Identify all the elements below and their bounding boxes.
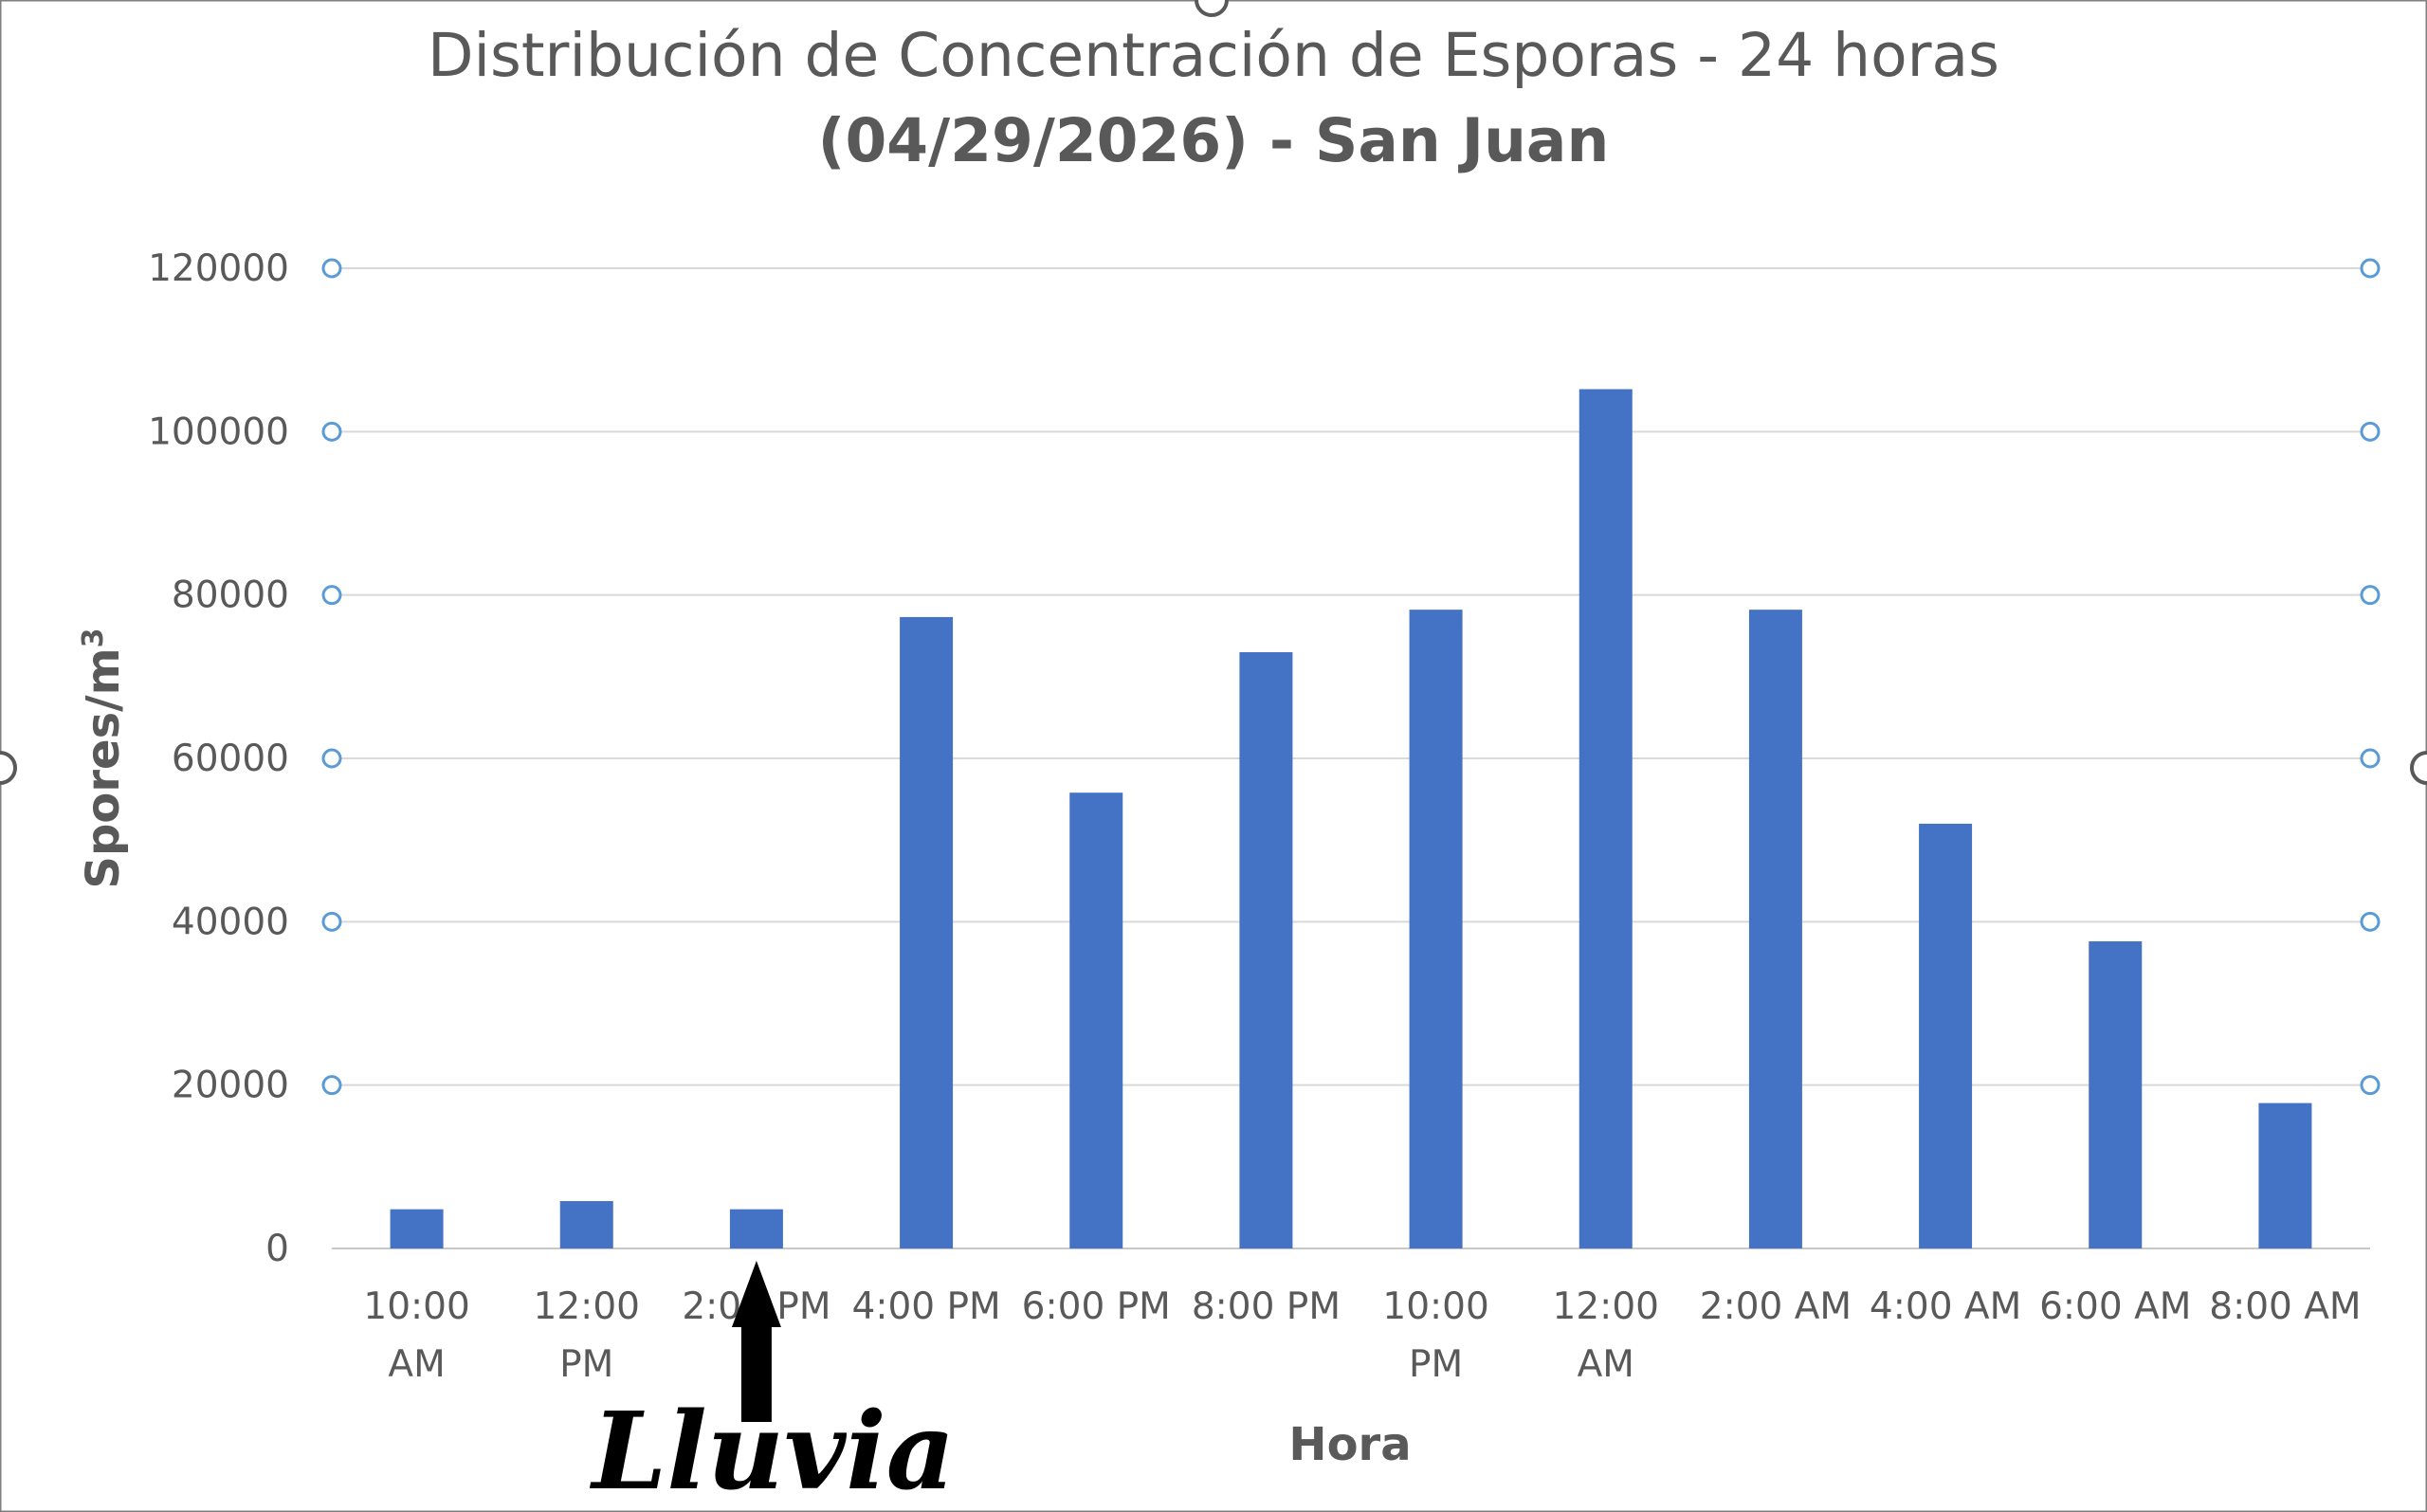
bar xyxy=(2089,941,2143,1248)
rain-annotation: Lluvia xyxy=(589,1261,955,1512)
y-axis-title: Spores/m3 xyxy=(77,628,131,888)
bar xyxy=(900,616,954,1248)
resize-handle[interactable] xyxy=(0,751,17,785)
y-tick-label: 80000 xyxy=(172,574,289,617)
bar xyxy=(1069,792,1123,1248)
gridline-handle-right[interactable] xyxy=(2360,748,2381,769)
chart-subtitle: (04/29/2026) - San Juan xyxy=(817,106,1610,175)
bar xyxy=(390,1209,444,1248)
y-tick-label: 120000 xyxy=(148,247,289,290)
x-tick-label: 8:00 AM xyxy=(2209,1285,2361,1328)
x-tick-label: 8:00 PM xyxy=(1192,1285,1341,1328)
x-tick-label: 2:00 AM xyxy=(1700,1285,1852,1328)
bar xyxy=(559,1201,613,1248)
y-axis-title-exponent: 3 xyxy=(77,628,110,647)
x-tick-label: 4:00 AM xyxy=(1870,1285,2021,1328)
annotation-label: Lluvia xyxy=(589,1390,955,1512)
gridlines xyxy=(332,267,2370,1249)
x-tick-label: 6:00 PM xyxy=(1022,1285,1171,1328)
y-tick-label: 60000 xyxy=(172,738,289,780)
gridline-handle-right[interactable] xyxy=(2360,585,2381,606)
bar xyxy=(1239,651,1293,1248)
y-tick-label: 0 xyxy=(265,1228,289,1270)
bar xyxy=(1409,610,1463,1248)
bar xyxy=(1578,389,1633,1248)
x-tick-label: 12:00 AM xyxy=(1553,1285,1659,1386)
bar xyxy=(729,1209,783,1248)
gridline-handle-right[interactable] xyxy=(2360,258,2381,279)
resize-handle[interactable] xyxy=(2410,751,2427,785)
gridline-handle-right[interactable] xyxy=(2360,1075,2381,1096)
gridline-handle-left[interactable] xyxy=(321,421,342,442)
x-tick-label: 10:00 PM xyxy=(1382,1285,1488,1386)
annotation-arrow xyxy=(740,1313,772,1422)
y-tick-label: 20000 xyxy=(172,1065,289,1107)
gridline-handle-right[interactable] xyxy=(2360,421,2381,442)
x-tick-label: 6:00 AM xyxy=(2039,1285,2191,1328)
gridline-handle-left[interactable] xyxy=(321,1075,342,1096)
x-tick-label: 10:00 AM xyxy=(363,1285,469,1386)
y-tick-label: 100000 xyxy=(148,410,289,453)
gridline-handle-left[interactable] xyxy=(321,258,342,279)
gridline-selection-handles[interactable] xyxy=(321,258,2381,1096)
x-tick-label: 12:00 PM xyxy=(534,1285,640,1386)
annotation-arrow-head xyxy=(731,1261,781,1327)
resize-handle[interactable] xyxy=(1195,0,1229,17)
gridline-handle-left[interactable] xyxy=(321,748,342,769)
gridline-handle-left[interactable] xyxy=(321,585,342,606)
bars xyxy=(390,389,2312,1248)
y-axis-ticks: 0 20000 40000 60000 80000 100000 120000 xyxy=(148,247,289,1270)
y-axis-title-text: Spores/m xyxy=(77,647,130,888)
bar xyxy=(2258,1102,2312,1248)
x-tick-label: 4:00 PM xyxy=(852,1285,1001,1328)
gridline-handle-right[interactable] xyxy=(2360,911,2381,932)
y-tick-label: 40000 xyxy=(172,901,289,943)
bar xyxy=(1748,610,1802,1248)
bar xyxy=(1919,823,1973,1248)
x-axis-title: Hora xyxy=(1288,1418,1411,1471)
chart-title: Distribución de Concentración de Esporas… xyxy=(428,21,1999,90)
gridline-handle-left[interactable] xyxy=(321,911,342,932)
